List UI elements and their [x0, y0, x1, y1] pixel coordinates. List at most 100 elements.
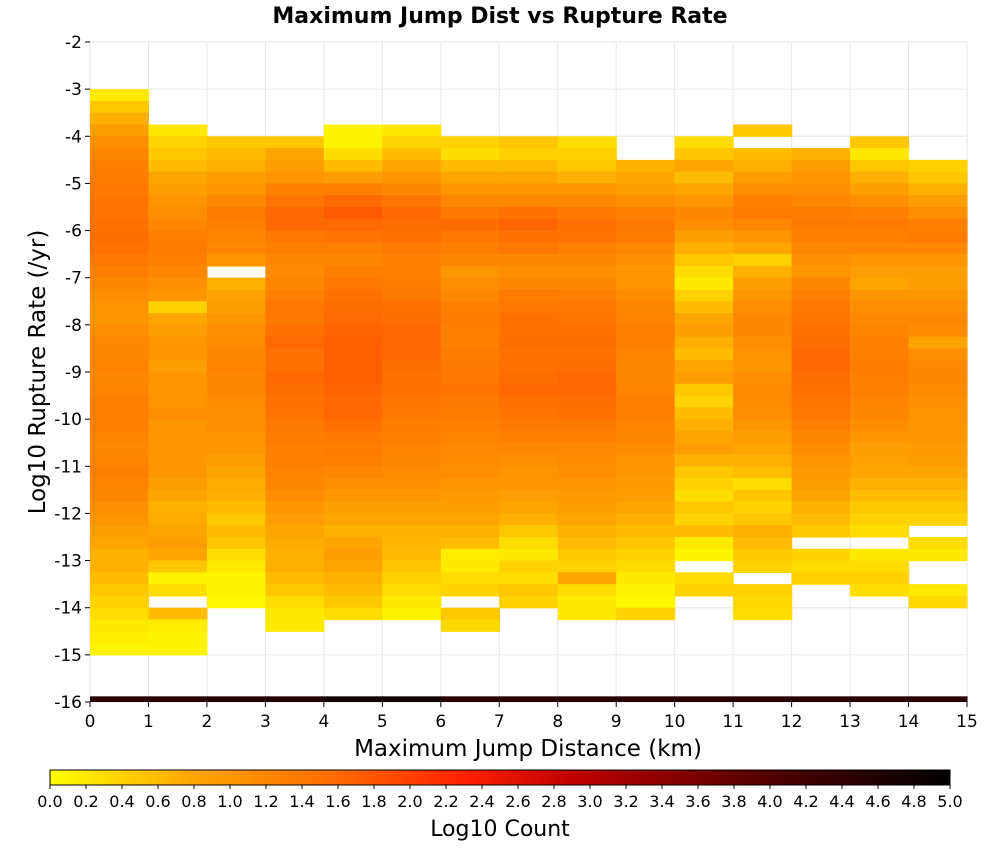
- heatmap-cell: [206, 584, 266, 597]
- heatmap-cell: [148, 584, 208, 597]
- heatmap-cell: [90, 195, 150, 208]
- heatmap-cell: [148, 442, 208, 456]
- heatmap-cell: [850, 289, 910, 302]
- heatmap-cell: [908, 537, 968, 550]
- heatmap-cell: [206, 242, 266, 255]
- y-tick-label: -2: [65, 33, 82, 53]
- heatmap-cell: [908, 171, 968, 185]
- heatmap-cell: [206, 207, 266, 220]
- heatmap-cell: [850, 560, 910, 573]
- heatmap-cell: [265, 595, 325, 609]
- heatmap-cell: [382, 136, 442, 149]
- heatmap-cell: [440, 572, 500, 585]
- heatmap-cell: [382, 171, 442, 185]
- heatmap-cell: [850, 230, 910, 243]
- heatmap-cell: [557, 513, 617, 526]
- x-axis-label: Maximum Jump Distance (km): [354, 736, 702, 762]
- heatmap-cell: [616, 560, 676, 573]
- heatmap-cell: [499, 136, 559, 149]
- heatmap-cell: [148, 548, 208, 562]
- colorbar-tick-label: 0.0: [37, 792, 62, 811]
- heatmap-cell: [908, 195, 968, 208]
- heatmap-cell: [148, 136, 208, 149]
- heatmap-cell: [382, 489, 442, 503]
- heatmap-cell: [616, 372, 676, 385]
- heatmap-cell: [616, 336, 676, 350]
- heatmap-cell: [557, 442, 617, 456]
- heatmap-cell: [265, 466, 325, 479]
- heatmap-cell: [908, 430, 968, 444]
- heatmap-cell: [440, 619, 500, 632]
- heatmap-cell: [382, 242, 442, 255]
- heatmap-cell: [265, 336, 325, 350]
- heatmap-cell: [674, 254, 734, 267]
- colorbar-tick-label: 1.2: [253, 792, 278, 811]
- heatmap-cell: [148, 607, 208, 621]
- heatmap-cell: [382, 383, 442, 397]
- heatmap-cell: [908, 336, 968, 350]
- heatmap-cell: [733, 195, 793, 208]
- heatmap-cell: [850, 218, 910, 232]
- y-tick-label: -15: [54, 646, 82, 666]
- heatmap-cell: [206, 136, 266, 149]
- heatmap-cell: [908, 501, 968, 515]
- heatmap-cell: [382, 324, 442, 338]
- heatmap-cell: [850, 277, 910, 291]
- heatmap-cell: [440, 230, 500, 243]
- heatmap-cell: [323, 195, 383, 208]
- heatmap-cell: [206, 572, 266, 585]
- heatmap-cell: [499, 548, 559, 562]
- heatmap-cell: [440, 360, 500, 373]
- heatmap-cell: [499, 560, 559, 573]
- heatmap-cell: [908, 313, 968, 326]
- heatmap-cell: [791, 466, 851, 479]
- heatmap-cell: [90, 124, 150, 137]
- heatmap-cell: [440, 407, 500, 420]
- heatmap-cell: [440, 301, 500, 314]
- heatmap-cell: [265, 537, 325, 550]
- heatmap-cell: [791, 230, 851, 243]
- heatmap-cell: [557, 454, 617, 467]
- chart-title: Maximum Jump Dist vs Rupture Rate: [272, 4, 727, 29]
- heatmap-cell: [616, 360, 676, 373]
- x-tick-label: 15: [956, 712, 978, 732]
- x-tick-label: 13: [839, 712, 861, 732]
- heatmap-cell: [791, 301, 851, 314]
- colorbar-tick-label: 2.6: [505, 792, 530, 811]
- heatmap-cell: [674, 195, 734, 208]
- colorbar-tick-label: 2.0: [397, 792, 422, 811]
- heatmap-cell: [850, 183, 910, 196]
- heatmap-cell: [440, 584, 500, 597]
- heatmap-cell: [323, 277, 383, 291]
- heatmap-cell: [148, 501, 208, 515]
- heatmap-cell: [265, 548, 325, 562]
- heatmap-cell: [557, 478, 617, 491]
- heatmap-cell: [323, 324, 383, 338]
- heatmap-cell: [382, 696, 442, 702]
- heatmap-cell: [148, 265, 208, 279]
- heatmap-cell: [557, 218, 617, 232]
- heatmap-cell: [206, 525, 266, 538]
- heatmap-cell: [382, 124, 442, 137]
- colorbar-tick-label: 3.0: [577, 792, 602, 811]
- heatmap-cell: [206, 419, 266, 432]
- heatmap-cell: [90, 501, 150, 515]
- heatmap-cell: [850, 466, 910, 479]
- heatmap-cell: [323, 430, 383, 444]
- heatmap-cell: [733, 489, 793, 503]
- heatmap-cell: [674, 395, 734, 408]
- heatmap-cell: [382, 348, 442, 361]
- heatmap-cell: [323, 148, 383, 161]
- heatmap-cell: [323, 466, 383, 479]
- heatmap-cell: [265, 442, 325, 456]
- heatmap-cell: [265, 277, 325, 291]
- heatmap-cell: [323, 572, 383, 585]
- heatmap-cell: [674, 407, 734, 420]
- heatmap-cell: [323, 171, 383, 185]
- heatmap-cell: [499, 289, 559, 302]
- heatmap-cell: [265, 454, 325, 467]
- heatmap-cell: [382, 195, 442, 208]
- heatmap-cell: [733, 501, 793, 515]
- heatmap-cell: [674, 313, 734, 326]
- heatmap-cell: [148, 407, 208, 420]
